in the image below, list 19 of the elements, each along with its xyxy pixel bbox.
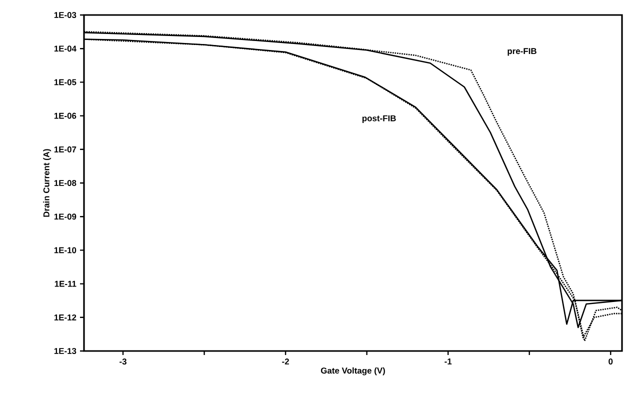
x-tick-label: -2 — [282, 358, 289, 364]
y-tick-label: 1E-08 — [54, 180, 76, 186]
x-tick-label: -3 — [120, 358, 126, 365]
y-tick-label: 1E-07 — [54, 146, 76, 152]
x-axis-title: Gate Voltage (V) — [320, 367, 385, 376]
y-tick-label: 1E-03 — [54, 12, 76, 18]
y-tick-label: 1E-09 — [54, 214, 76, 220]
y-axis-title: Drain Current (A) — [43, 149, 52, 217]
y-tick-label: 1E-10 — [54, 247, 76, 254]
y-tick-label: 1E-13 — [54, 348, 76, 354]
x-tick-label: -1 — [444, 358, 452, 364]
y-tick-label: 1E-11 — [54, 280, 76, 287]
annotation: pre-FIB — [508, 48, 536, 56]
y-tick-label: 1E-12 — [54, 314, 76, 320]
y-tick-label: 1E-04 — [54, 46, 76, 52]
x-tick-label: 0 — [608, 358, 613, 365]
y-tick-label: 1E-06 — [54, 112, 76, 119]
annotation: post-FIB — [362, 115, 396, 123]
y-tick-label: 1E-05 — [54, 79, 76, 86]
